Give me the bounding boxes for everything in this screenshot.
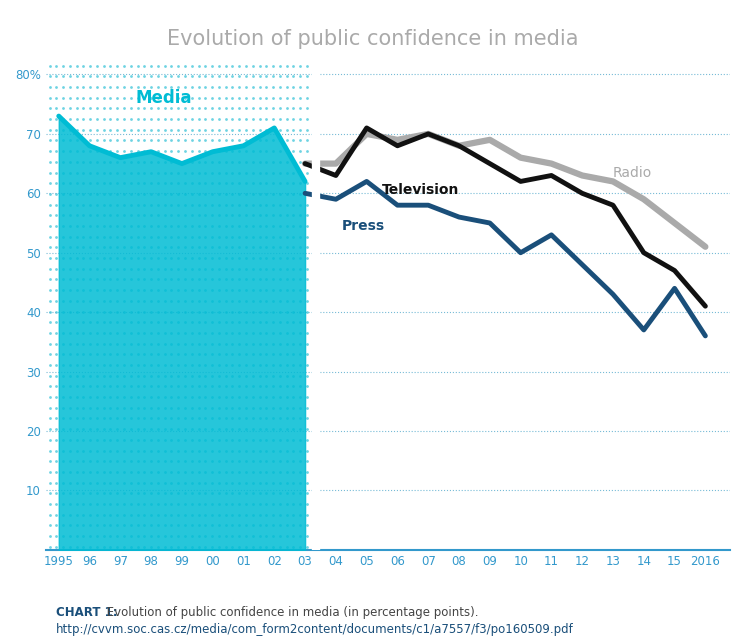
- Text: Media: Media: [136, 89, 192, 107]
- Text: Press: Press: [342, 219, 385, 233]
- Text: Evolution of public confidence in media: Evolution of public confidence in media: [167, 29, 578, 49]
- Text: http://cvvm.soc.cas.cz/media/com_form2content/documents/c1/a7557/f3/po160509.pdf: http://cvvm.soc.cas.cz/media/com_form2co…: [56, 623, 574, 636]
- Text: CHART 1:: CHART 1:: [56, 606, 118, 619]
- Text: Evolution of public confidence in media (in percentage points).: Evolution of public confidence in media …: [103, 606, 478, 619]
- Text: Television: Television: [382, 183, 460, 197]
- Text: Radio: Radio: [613, 165, 652, 179]
